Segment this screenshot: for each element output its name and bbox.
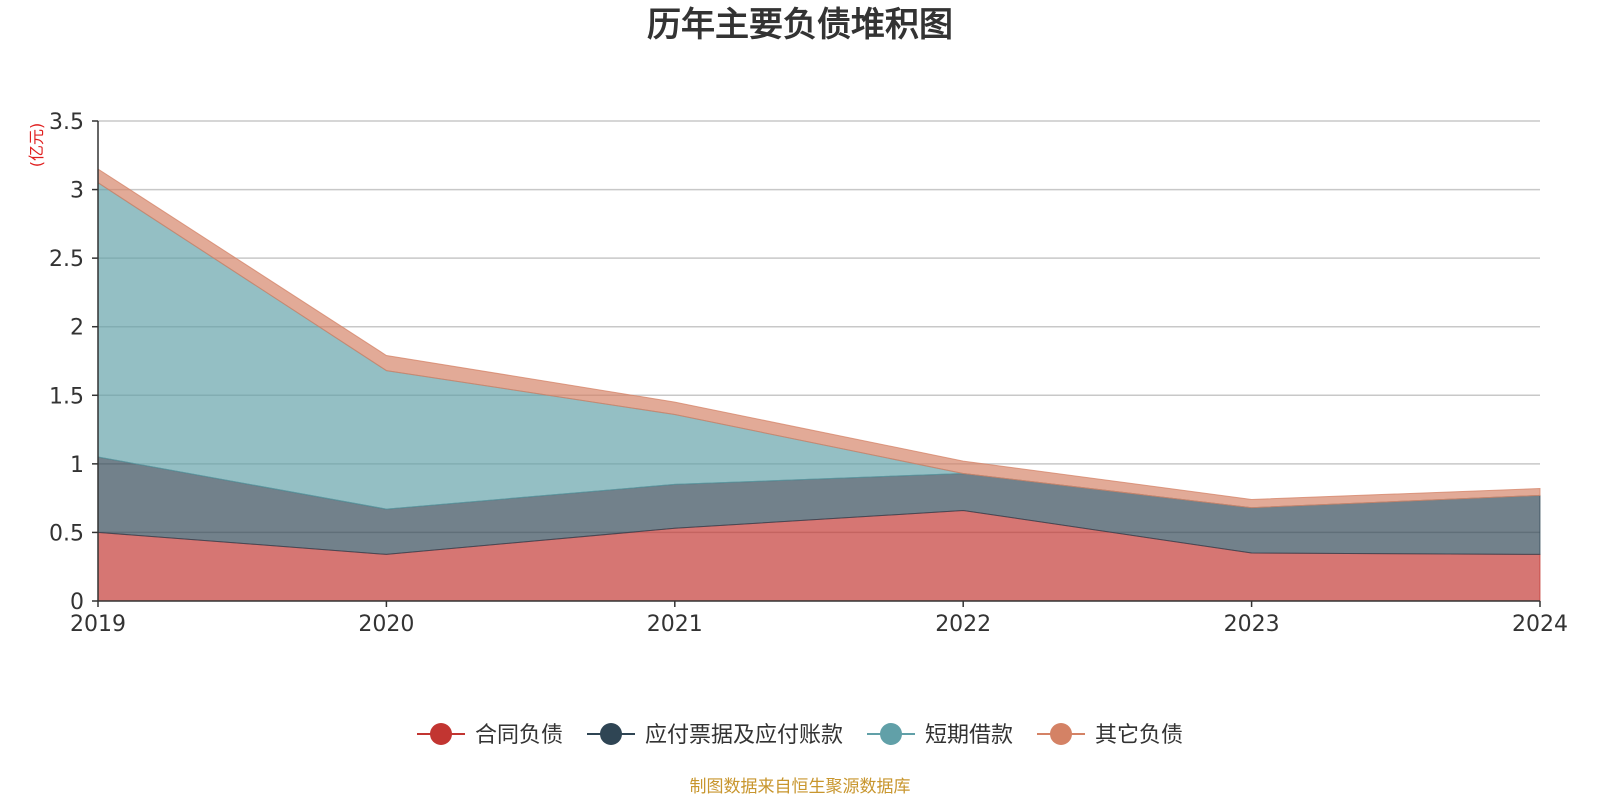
- data-point: [961, 459, 965, 463]
- legend-marker: [600, 723, 622, 745]
- legend-item-2[interactable]: 应付票据及应付账款: [587, 723, 843, 748]
- legend-label: 合同负债: [475, 723, 563, 748]
- y-tick-label: 2.5: [49, 247, 84, 272]
- y-tick-label: 2: [70, 316, 84, 341]
- data-point: [1250, 498, 1254, 502]
- area-series-3: [97, 181, 1541, 510]
- stacked-areas: [97, 168, 1542, 602]
- data-point: [1538, 487, 1542, 491]
- legend-item-4[interactable]: 其它负债: [1037, 723, 1183, 748]
- y-tick-label: 3.5: [49, 110, 84, 135]
- data-point: [384, 354, 388, 358]
- legend-marker: [880, 723, 902, 745]
- data-point: [673, 400, 677, 404]
- y-tick-label: 1: [70, 453, 84, 478]
- legend-item-1[interactable]: 合同负债: [417, 723, 563, 748]
- x-tick-label: 2020: [358, 612, 414, 637]
- legend-label: 应付票据及应付账款: [645, 723, 843, 748]
- y-tick-label: 3: [70, 179, 84, 204]
- x-tick-label: 2023: [1224, 612, 1280, 637]
- y-tick-label: 0: [70, 590, 84, 615]
- x-tick-label: 2019: [70, 612, 126, 637]
- y-axis-unit-label: (亿元): [27, 123, 46, 168]
- axes: 0 0.5 1 1.5 2 2.5 3 3.5 2019 2020 2021 2022 2023 2024: [49, 110, 1568, 637]
- legend-label: 短期借款: [925, 723, 1013, 748]
- x-tick-label: 2022: [935, 612, 991, 637]
- data-source-note: 制图数据来自恒生聚源数据库: [690, 777, 911, 797]
- area-series-4: [97, 168, 1541, 509]
- y-tick-label: 1.5: [49, 384, 84, 409]
- x-tick-label: 2021: [647, 612, 703, 637]
- y-tick-label: 0.5: [49, 521, 84, 546]
- legend-marker: [430, 723, 452, 745]
- x-tick-label: 2024: [1512, 612, 1568, 637]
- legend[interactable]: 合同负债 应付票据及应付账款 短期借款 其它负债: [417, 723, 1183, 748]
- chart-title: 历年主要负债堆积图: [647, 5, 953, 45]
- legend-item-3[interactable]: 短期借款: [867, 723, 1013, 748]
- legend-marker: [1050, 723, 1072, 745]
- legend-label: 其它负债: [1095, 723, 1183, 748]
